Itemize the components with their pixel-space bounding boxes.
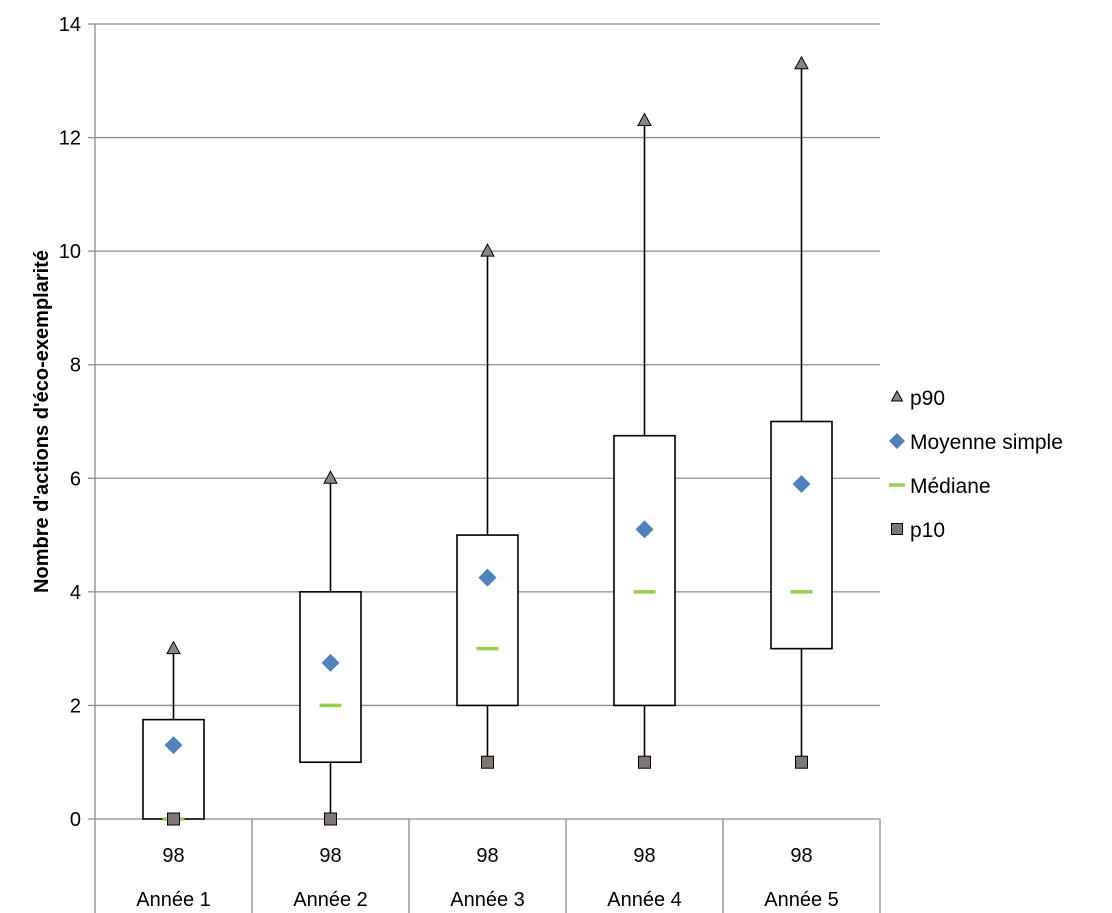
p10-marker [638,755,651,769]
y-tick-label: 10 [59,241,81,263]
count-label: 98 [790,845,812,867]
p10-marker [167,812,180,826]
y-tick-label: 8 [70,355,81,377]
mean-marker [164,736,183,755]
p90-marker [794,55,809,70]
legend-label: Médiane [910,475,991,498]
legend-moyenne-symbol [889,433,905,449]
y-tick-label: 2 [70,695,81,717]
y-tick-label: 14 [59,14,81,36]
y-tick-label: 12 [59,128,81,150]
legend-p10-symbol [891,523,903,535]
y-tick-label: 0 [70,809,81,831]
box [770,420,833,650]
mean-marker [321,653,340,672]
box [613,434,676,707]
p90-marker [323,470,338,484]
category-label: Année 2 [293,889,368,911]
p90-marker [480,243,495,257]
category-label: Année 4 [607,889,682,911]
box [142,718,205,820]
p90-marker [637,112,652,127]
count-label: 98 [633,845,655,867]
box [456,534,519,707]
markers [162,55,813,826]
axes [88,23,881,913]
mean-marker [792,474,811,493]
p10-marker [481,755,494,769]
labels: 0 2 4 6 8 10 12 14 Nombre d'actions d'éco-exempl… [31,14,839,911]
count-label: 98 [162,845,184,867]
y-tick-label: 4 [70,582,81,604]
p90-marker [166,640,181,655]
count-label: 98 [319,845,341,867]
category-label: Année 1 [136,889,211,911]
mean-marker [635,520,654,539]
y-tick-label: 6 [70,468,81,490]
mean-marker [478,568,497,587]
legend-label: p10 [910,519,945,542]
count-label: 98 [476,845,498,867]
legend-p90-symbol [890,389,904,402]
boxes [142,63,833,820]
legend-label: Moyenne simple [910,431,1063,454]
legend-label: p90 [910,387,945,410]
category-label: Année 5 [764,889,839,911]
box [299,591,362,764]
y-axis-title: Nombre d'actions d'éco-exemplarité [31,250,53,593]
category-label: Année 3 [450,889,525,911]
legend: p90 Moyenne simple Médiane p10 [889,387,1063,542]
p10-marker [795,755,808,769]
p10-marker [324,812,337,826]
